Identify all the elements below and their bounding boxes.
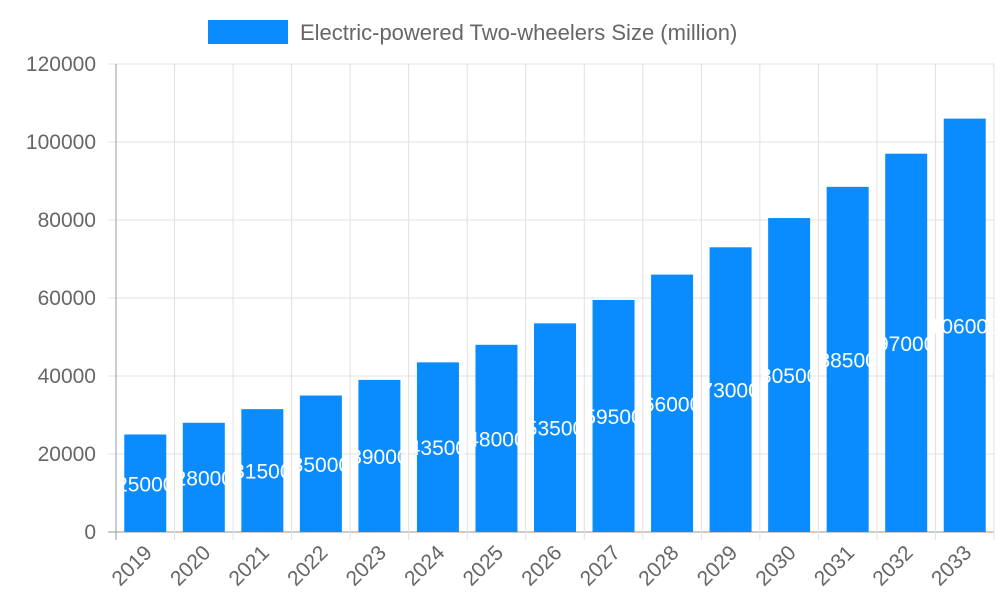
- data-label: 66000: [643, 393, 701, 416]
- data-label: 28000: [175, 467, 233, 490]
- x-tick-label: 2021: [225, 541, 274, 590]
- bar: [651, 274, 694, 532]
- bar: [943, 118, 986, 532]
- data-label: 80500: [760, 365, 818, 388]
- bar: [475, 344, 518, 532]
- bar: [416, 362, 459, 532]
- data-label: 53500: [526, 418, 584, 441]
- legend-label: Electric-powered Two-wheelers Size (mill…: [300, 20, 737, 45]
- x-tick-label: 2033: [927, 541, 976, 590]
- x-tick-label: 2029: [693, 541, 742, 590]
- data-label: 39000: [350, 446, 408, 469]
- bar: [768, 218, 811, 533]
- x-tick-label: 2022: [283, 541, 332, 590]
- x-tick-label: 2023: [342, 541, 391, 590]
- data-label: 35000: [292, 454, 350, 477]
- x-tick-label: 2031: [810, 541, 859, 590]
- bar: [124, 434, 167, 532]
- x-tick-label: 2032: [868, 541, 917, 590]
- legend-swatch: [208, 20, 288, 44]
- bar: [182, 422, 225, 532]
- legend[interactable]: Electric-powered Two-wheelers Size (mill…: [208, 20, 737, 45]
- y-tick-label: 40000: [38, 365, 96, 388]
- y-tick-label: 60000: [38, 287, 96, 310]
- y-tick-label: 120000: [26, 53, 96, 76]
- x-tick-label: 2030: [751, 541, 800, 590]
- y-tick-label: 20000: [38, 443, 96, 466]
- x-tick-label: 2028: [634, 541, 683, 590]
- data-label: 73000: [701, 380, 759, 403]
- data-label: 88500: [818, 349, 876, 372]
- y-tick-label: 80000: [38, 209, 96, 232]
- y-tick-label: 0: [84, 521, 96, 544]
- x-tick-label: 2020: [166, 541, 215, 590]
- data-label: 43500: [409, 437, 467, 460]
- bar: [592, 299, 635, 532]
- bar: [358, 379, 401, 532]
- data-label: 31500: [233, 461, 291, 484]
- x-tick-label: 2025: [459, 541, 508, 590]
- data-label: 97000: [877, 333, 935, 356]
- bar: [534, 323, 576, 532]
- bar: [241, 409, 284, 532]
- bar: [299, 395, 342, 532]
- x-tick-label: 2019: [108, 541, 157, 590]
- data-label: 106000: [930, 315, 1000, 338]
- x-tick-label: 2027: [576, 541, 625, 590]
- bar: [709, 247, 752, 533]
- data-label: 59500: [584, 406, 642, 429]
- bar: [885, 153, 928, 532]
- x-tick-label: 2024: [400, 541, 450, 591]
- y-tick-label: 100000: [26, 131, 96, 154]
- data-label: 25000: [116, 473, 174, 496]
- bar: [826, 186, 869, 532]
- data-label: 48000: [467, 428, 525, 451]
- x-tick-label: 2026: [517, 541, 566, 590]
